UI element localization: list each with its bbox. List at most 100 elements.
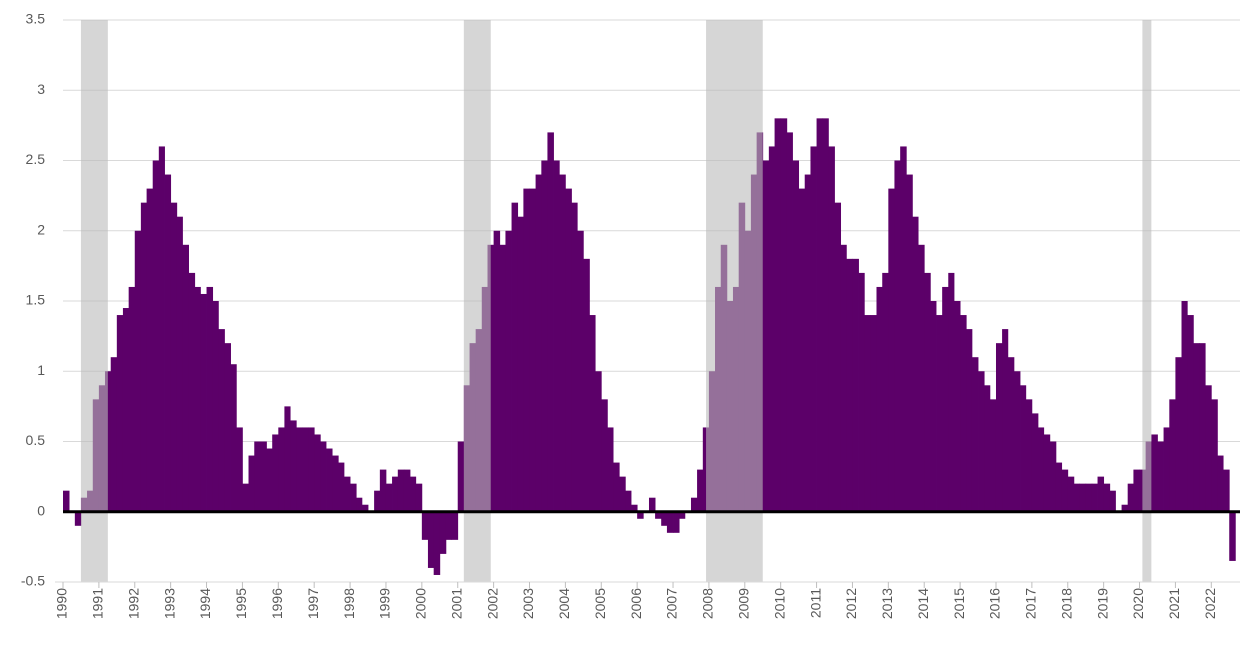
bar xyxy=(433,511,441,575)
bar xyxy=(571,202,578,512)
bar xyxy=(661,511,668,526)
bar xyxy=(601,399,608,512)
bar xyxy=(846,258,853,512)
bar xyxy=(1211,399,1218,512)
bar xyxy=(1169,399,1176,512)
bar xyxy=(984,385,991,512)
bar xyxy=(487,244,495,512)
bar xyxy=(1103,483,1111,512)
bar xyxy=(326,448,333,512)
bar xyxy=(786,132,793,512)
x-tick-label: 2007 xyxy=(664,588,680,619)
y-tick-label: 3 xyxy=(37,81,45,97)
x-tick-label: 2022 xyxy=(1202,588,1218,619)
bar xyxy=(1049,441,1057,512)
bar xyxy=(870,315,877,512)
bar xyxy=(780,118,788,512)
bar xyxy=(392,476,399,512)
bar xyxy=(930,301,937,512)
bar xyxy=(403,469,411,512)
bar xyxy=(936,315,943,512)
bar xyxy=(625,490,632,512)
bar xyxy=(415,483,423,512)
bar xyxy=(541,160,548,512)
x-tick-label: 2006 xyxy=(628,588,644,619)
bar xyxy=(230,364,237,512)
bar xyxy=(619,476,626,512)
bar xyxy=(409,476,417,512)
bar xyxy=(565,188,572,512)
bar xyxy=(942,286,949,512)
bar xyxy=(792,160,800,512)
bar xyxy=(876,286,883,512)
bar xyxy=(1127,483,1134,512)
bar xyxy=(631,504,638,512)
bar xyxy=(397,469,405,512)
x-tick-label: 2011 xyxy=(807,588,823,618)
bar xyxy=(170,202,178,512)
x-tick-label: 2002 xyxy=(484,588,500,619)
bar xyxy=(374,490,381,512)
x-tick-label: 2004 xyxy=(556,588,572,619)
bar xyxy=(308,427,315,512)
bar xyxy=(439,511,447,554)
x-tick-label: 1999 xyxy=(377,588,393,619)
bar xyxy=(978,371,985,512)
bar xyxy=(822,118,829,512)
bar xyxy=(332,455,339,512)
bar xyxy=(356,497,363,512)
bar xyxy=(648,497,656,512)
bar xyxy=(553,160,560,512)
bar xyxy=(212,301,219,512)
bar xyxy=(1151,434,1158,512)
bar xyxy=(188,272,196,512)
bar xyxy=(296,427,303,512)
bar xyxy=(134,230,142,512)
bar xyxy=(242,483,249,512)
x-tick-label: 2015 xyxy=(951,588,967,619)
bar xyxy=(361,504,369,512)
bar xyxy=(218,329,225,512)
bar xyxy=(104,371,112,512)
bar xyxy=(1175,357,1182,512)
bar xyxy=(146,188,154,512)
bar xyxy=(1217,455,1224,512)
x-tick-label: 1996 xyxy=(269,588,285,619)
bar xyxy=(858,272,865,512)
recession-band xyxy=(80,20,108,582)
bar xyxy=(774,118,782,512)
x-tick-label: 1997 xyxy=(305,588,321,619)
bar xyxy=(1025,399,1033,512)
bar xyxy=(1079,483,1087,512)
bar xyxy=(290,420,297,512)
bar xyxy=(816,118,824,512)
x-tick-label: 2014 xyxy=(915,588,931,619)
y-tick-label: -0.5 xyxy=(21,573,45,589)
x-tick-label: 2009 xyxy=(736,588,752,619)
bar xyxy=(679,511,686,519)
bar xyxy=(589,315,596,512)
bar xyxy=(971,357,979,512)
bar xyxy=(350,483,357,512)
bar xyxy=(1229,511,1236,561)
bar xyxy=(804,174,811,512)
bar xyxy=(385,483,393,512)
bar xyxy=(1031,413,1039,512)
bar xyxy=(918,244,925,512)
bar xyxy=(912,216,919,512)
x-tick-label: 2012 xyxy=(843,588,859,619)
bar xyxy=(74,511,82,526)
y-tick-label: 0 xyxy=(37,502,45,518)
x-tick-label: 1993 xyxy=(161,588,177,619)
x-tick-label: 2003 xyxy=(520,588,536,619)
bar xyxy=(1205,385,1212,512)
bar xyxy=(1121,504,1129,512)
bar xyxy=(1157,441,1164,512)
bar xyxy=(690,497,698,512)
x-tick-label: 2020 xyxy=(1130,588,1146,619)
bar xyxy=(1007,357,1015,512)
bar xyxy=(673,511,680,533)
bar xyxy=(164,174,172,512)
bar xyxy=(517,216,524,512)
